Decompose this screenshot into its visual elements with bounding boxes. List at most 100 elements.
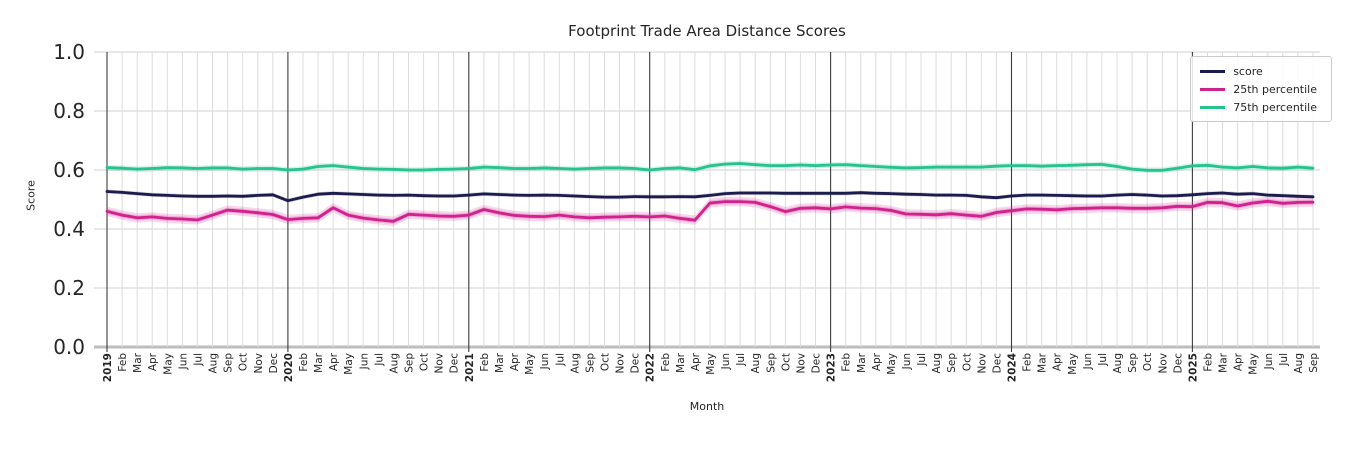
- x-tick-label: Mar: [494, 352, 506, 372]
- x-tick-label: Sep: [404, 353, 416, 373]
- legend-line-swatch: [1200, 87, 1226, 91]
- x-tick-label: Jul: [554, 353, 566, 367]
- x-tick-label: Jul: [1278, 353, 1290, 367]
- y-tick-label: 0.2: [53, 276, 85, 300]
- x-tick-label: Oct: [961, 353, 973, 371]
- x-tick-label: Oct: [600, 353, 612, 371]
- x-tick-label: May: [1248, 353, 1260, 375]
- x-tick-label: 2021: [464, 353, 476, 382]
- x-tick-label: Feb: [117, 353, 129, 372]
- x-tick-label: May: [524, 353, 536, 375]
- x-tick-label: Mar: [856, 352, 868, 372]
- x-tick-label: Apr: [1052, 352, 1064, 371]
- x-tick-label: 2022: [645, 353, 657, 382]
- x-tick-label: Apr: [509, 352, 521, 371]
- x-tick-label: Sep: [584, 353, 596, 373]
- x-tick-label: Feb: [298, 353, 310, 372]
- x-tick-label: Apr: [690, 352, 702, 371]
- confidence-band: [107, 196, 1313, 227]
- y-tick-label: 1.0: [53, 40, 85, 64]
- x-tick-label: Dec: [630, 353, 642, 374]
- x-tick-label: Aug: [1293, 353, 1305, 374]
- y-axis-label: Score: [24, 180, 38, 211]
- x-tick-label: Oct: [780, 353, 792, 371]
- x-tick-label: Mar: [675, 352, 687, 372]
- x-tick-label: May: [886, 353, 898, 375]
- x-tick-label: Aug: [208, 353, 220, 374]
- x-tick-label: May: [705, 353, 717, 375]
- x-tick-label: Dec: [991, 353, 1003, 374]
- x-tick-label: Jun: [1263, 353, 1275, 370]
- x-tick-label: Mar: [1218, 352, 1230, 372]
- x-tick-label: Oct: [419, 353, 431, 371]
- chart-title: Footprint Trade Area Distance Scores: [568, 22, 846, 40]
- series-line: [105, 199, 1315, 223]
- x-tick-label: Nov: [976, 353, 988, 374]
- x-tick-label: Jun: [539, 353, 551, 370]
- series-line: [105, 190, 1315, 203]
- x-tick-label: Jun: [177, 353, 189, 370]
- x-tick-label: Feb: [660, 353, 672, 372]
- x-tick-label: 2024: [1007, 353, 1019, 382]
- x-tick-label: 2020: [283, 353, 295, 382]
- x-tick-label: Sep: [765, 353, 777, 373]
- x-tick-label: Sep: [946, 353, 958, 373]
- x-tick-label: 2023: [826, 353, 838, 382]
- x-tick-label: May: [343, 353, 355, 375]
- x-tick-label: Apr: [1233, 352, 1245, 371]
- x-tick-label: Feb: [1022, 353, 1034, 372]
- x-tick-label: Mar: [313, 352, 325, 372]
- x-tick-label: May: [1067, 353, 1079, 375]
- x-tick-label: Nov: [795, 353, 807, 374]
- x-tick-label: Aug: [388, 353, 400, 374]
- x-tick-label: Jun: [1082, 353, 1094, 370]
- series-line: [105, 162, 1315, 172]
- x-tick-label: Aug: [569, 353, 581, 374]
- x-tick-label: Oct: [1142, 353, 1154, 371]
- x-tick-label: May: [162, 353, 174, 375]
- legend-label: 25th percentile: [1233, 82, 1317, 96]
- x-tick-label: Sep: [1308, 353, 1320, 373]
- x-tick-label: Jun: [901, 353, 913, 370]
- legend-item: 75th percentile: [1200, 98, 1317, 116]
- x-tick-label: Feb: [841, 353, 853, 372]
- x-tick-label: Aug: [1112, 353, 1124, 374]
- x-tick-label: Dec: [1172, 353, 1184, 374]
- legend: score 25th percentile 75th percentile: [1190, 56, 1332, 122]
- x-tick-label: Mar: [132, 352, 144, 372]
- x-tick-label: Nov: [1157, 353, 1169, 374]
- x-tick-label: Aug: [750, 353, 762, 374]
- x-tick-label: Jul: [192, 353, 204, 367]
- x-tick-label: Nov: [253, 353, 265, 374]
- x-tick-label: Oct: [238, 353, 250, 371]
- y-tick-label: 0.6: [53, 158, 85, 182]
- legend-item: score: [1200, 62, 1317, 80]
- x-tick-label: Aug: [931, 353, 943, 374]
- x-tick-label: Apr: [871, 352, 883, 371]
- x-tick-label: Sep: [223, 353, 235, 373]
- x-tick-label: Dec: [268, 353, 280, 374]
- y-tick-label: 0.8: [53, 99, 85, 123]
- x-tick-label: Jul: [735, 353, 747, 367]
- legend-label: score: [1233, 64, 1263, 78]
- legend-label: 75th percentile: [1233, 100, 1317, 114]
- x-tick-label: Jun: [720, 353, 732, 370]
- x-tick-label: Jul: [1097, 353, 1109, 367]
- y-tick-label: 0.4: [53, 217, 85, 241]
- x-tick-label: Nov: [434, 353, 446, 374]
- x-tick-label: 2025: [1187, 353, 1199, 382]
- x-tick-label: Nov: [615, 353, 627, 374]
- legend-item: 25th percentile: [1200, 80, 1317, 98]
- x-tick-label: Feb: [479, 353, 491, 372]
- x-tick-label: Jul: [916, 353, 928, 367]
- x-tick-label: Mar: [1037, 352, 1049, 372]
- legend-line-swatch: [1200, 69, 1226, 73]
- x-axis-label: Month: [689, 400, 725, 413]
- x-tick-label: Jun: [358, 353, 370, 370]
- x-tick-label: Apr: [147, 352, 159, 371]
- x-tick-label: 2019: [102, 353, 114, 382]
- legend-line-swatch: [1200, 105, 1226, 109]
- x-tick-label: Sep: [1127, 353, 1139, 373]
